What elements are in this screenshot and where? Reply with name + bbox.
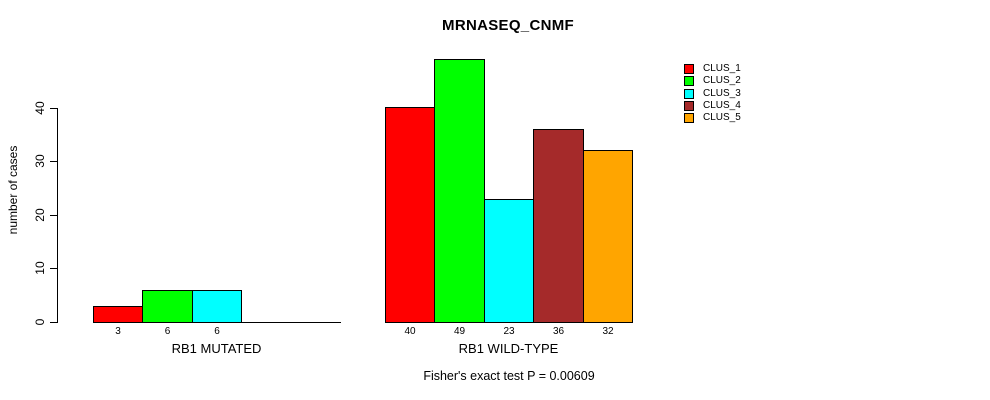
legend-label: CLUS_3 (703, 87, 741, 99)
bar-rb1-mutated-clus-1 (93, 306, 143, 323)
bar-rb1-wild-type-clus-2 (434, 59, 485, 323)
y-axis-tick-label: 0 (33, 318, 47, 326)
legend-label: CLUS_5 (703, 112, 741, 124)
legend: CLUS_1 CLUS_2 CLUS_3 CLUS_4 CLUS_5 (684, 63, 741, 124)
y-axis-label: number of cases (6, 145, 20, 235)
legend-item-clus-4: CLUS_4 (684, 100, 741, 112)
legend-item-clus-5: CLUS_5 (684, 112, 741, 124)
legend-label: CLUS_2 (703, 75, 741, 87)
y-axis-tick (50, 268, 57, 269)
legend-label: CLUS_1 (703, 63, 741, 75)
legend-swatch (684, 113, 694, 124)
legend-label: CLUS_4 (703, 100, 741, 112)
legend-item-clus-2: CLUS_2 (684, 75, 741, 87)
legend-swatch (684, 64, 694, 75)
y-axis-line (57, 108, 58, 323)
legend-swatch (684, 76, 694, 87)
legend-item-clus-3: CLUS_3 (684, 88, 741, 100)
bar-value-label: 23 (503, 326, 515, 337)
y-axis-tick (50, 108, 57, 109)
x-axis-label-rb1-mutated: RB1 MUTATED (171, 341, 262, 356)
bar-value-label: 36 (552, 326, 565, 337)
bar-value-label: 49 (453, 326, 466, 337)
y-axis-tick-label: 10 (33, 261, 47, 275)
caption: Fisher's exact test P = 0.00609 (423, 369, 595, 383)
bar-value-label: 6 (214, 326, 220, 337)
bar-rb1-mutated-clus-3 (192, 290, 242, 323)
legend-swatch (684, 101, 694, 112)
bar-rb1-wild-type-clus-4 (533, 129, 584, 323)
y-axis-tick (50, 215, 57, 216)
bar-value-label: 32 (602, 326, 614, 337)
bar-value-label: 3 (115, 326, 121, 337)
y-axis-tick-label: 20 (33, 208, 47, 222)
legend-item-clus-1: CLUS_1 (684, 63, 741, 75)
chart-title: MRNASEQ_CNMF (442, 17, 574, 34)
bar-rb1-wild-type-clus-3 (484, 199, 534, 323)
bar-rb1-mutated-clus-2 (142, 290, 193, 323)
legend-swatch (684, 88, 694, 99)
bar-value-label: 6 (164, 326, 171, 337)
y-axis-tick-label: 40 (33, 101, 47, 115)
y-axis-tick (50, 322, 57, 323)
bar-rb1-wild-type-clus-5 (583, 150, 633, 323)
x-axis-label-rb1-wild-type: RB1 WILD-TYPE (458, 341, 559, 356)
bar-rb1-wild-type-clus-1 (385, 107, 435, 323)
bar-value-label: 40 (404, 326, 416, 337)
y-axis-tick (50, 161, 57, 162)
y-axis-tick-label: 30 (33, 154, 47, 168)
